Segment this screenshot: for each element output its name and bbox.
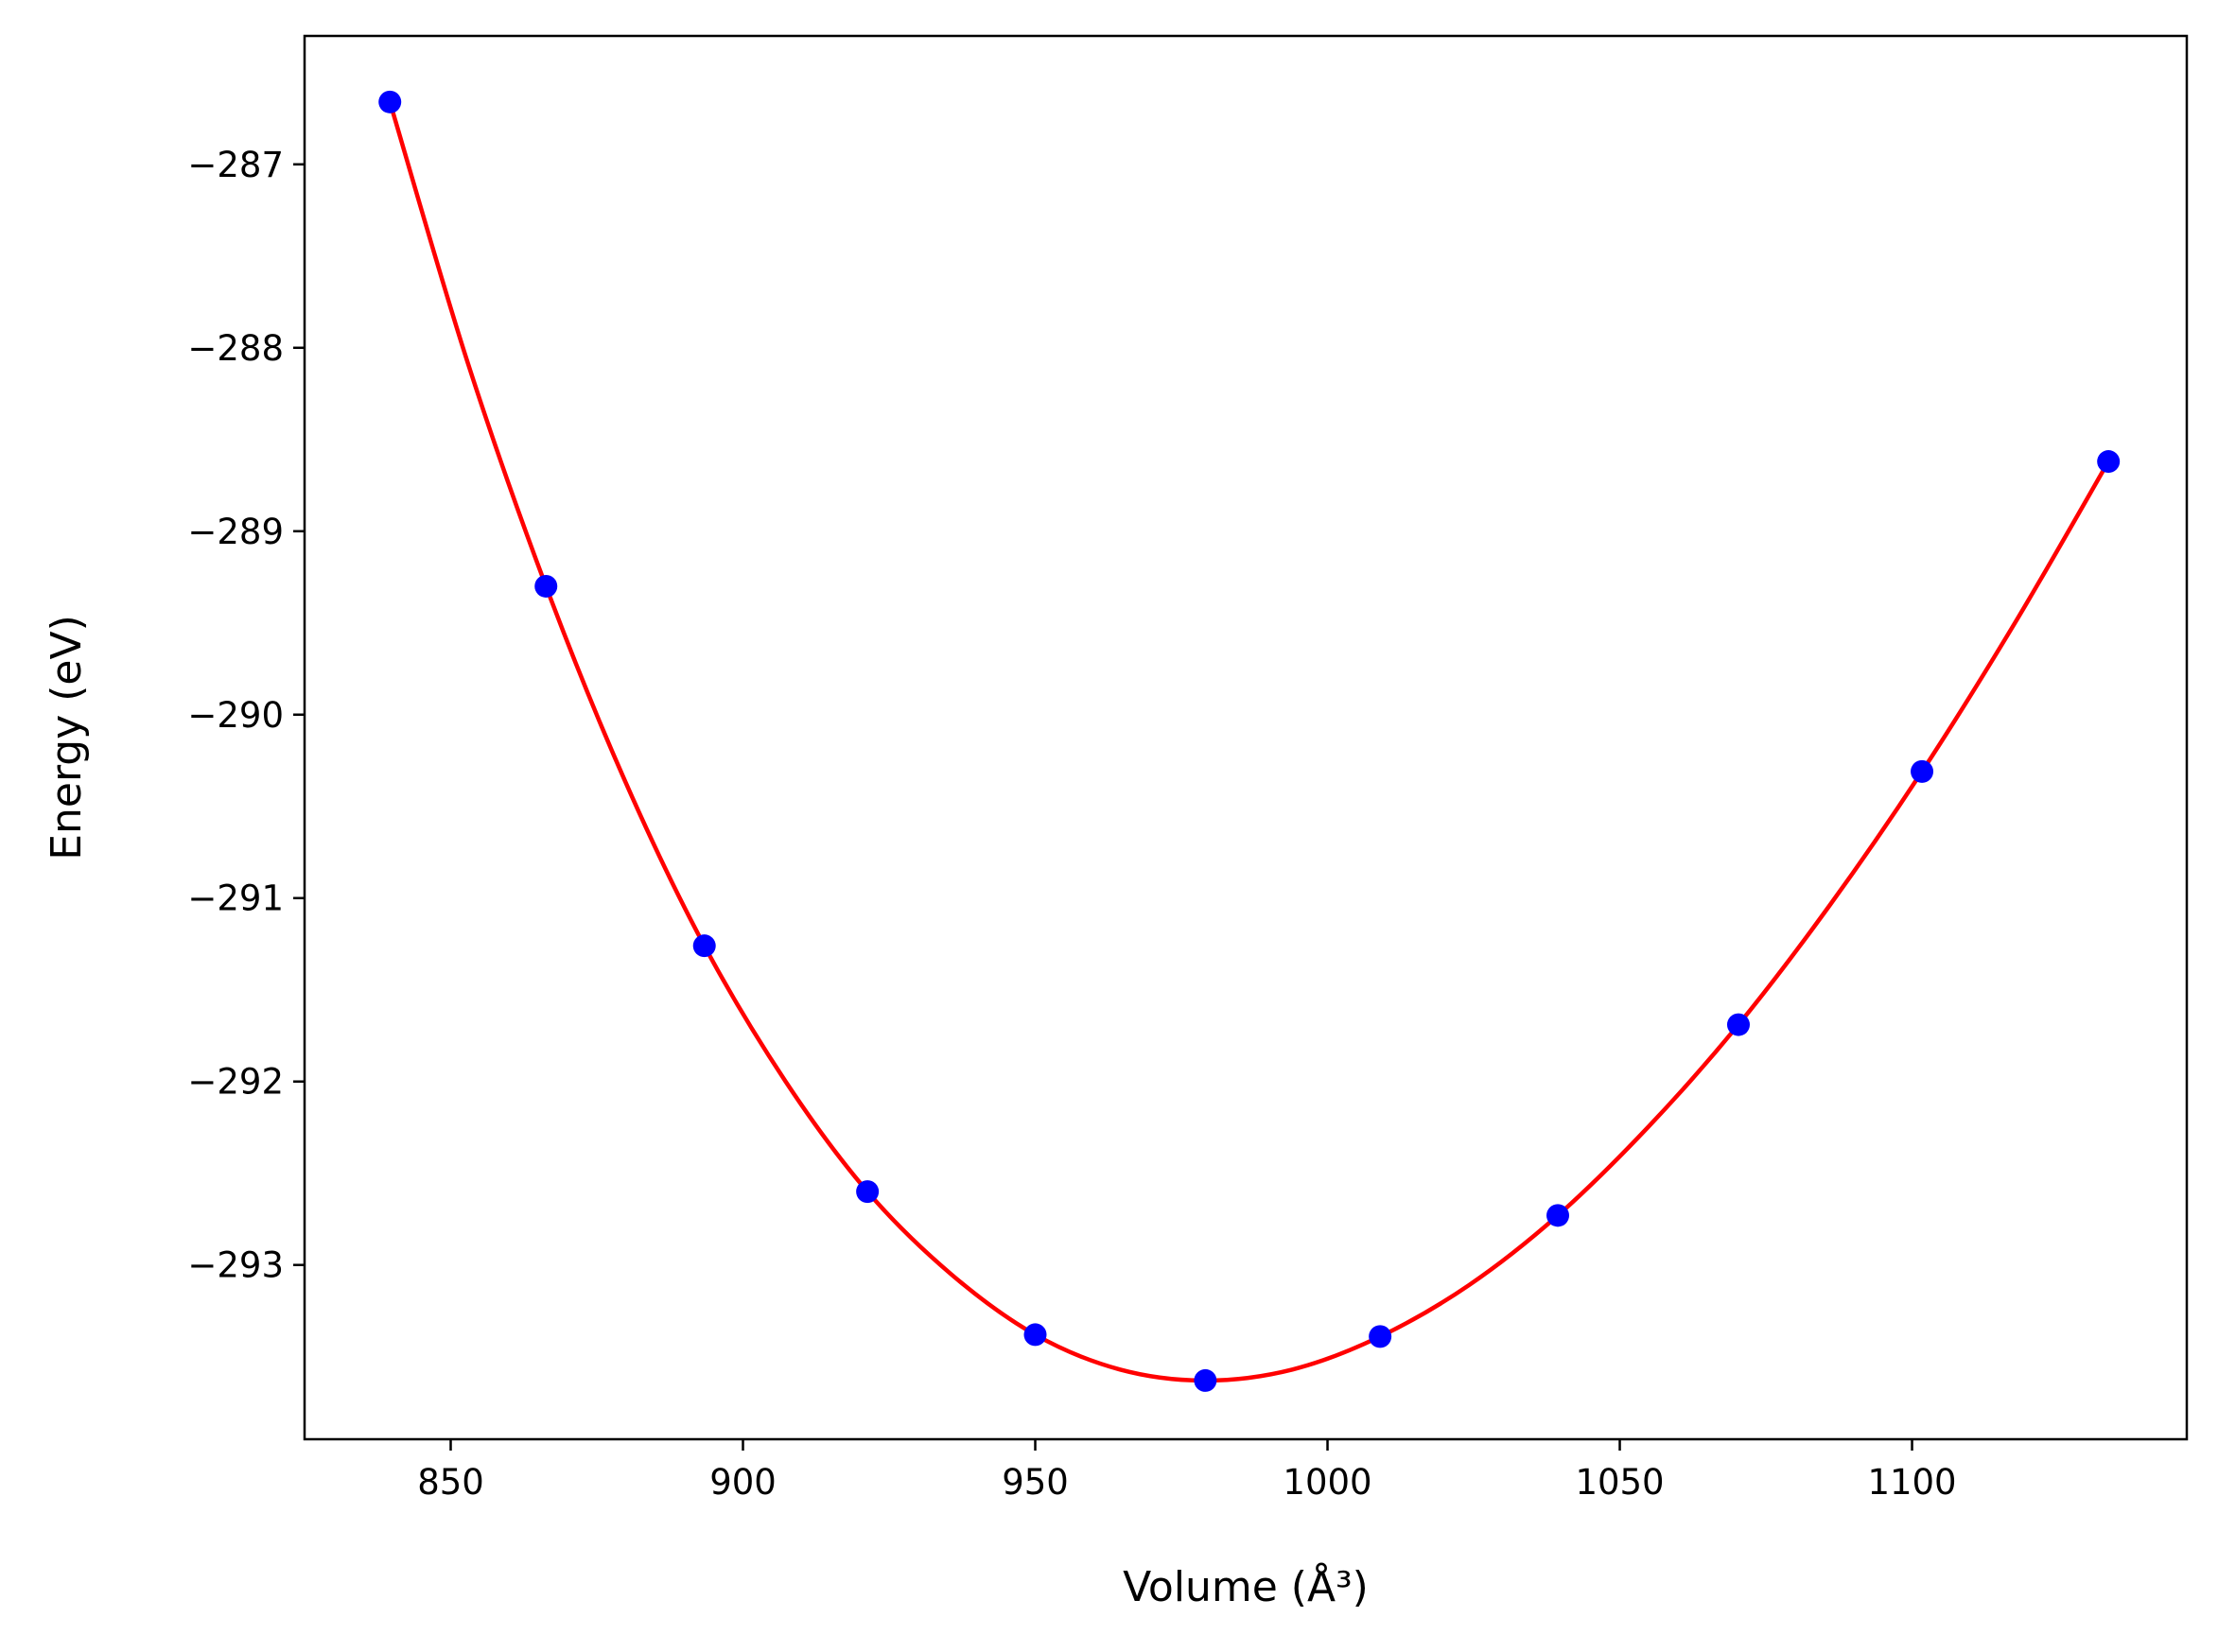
x-axis-label: Volume (Å³) (1123, 1561, 1369, 1611)
y-tick-label: −292 (187, 1062, 284, 1103)
data-point (856, 1180, 880, 1204)
x-tick-label: 1000 (1283, 1462, 1371, 1503)
x-tick-label: 850 (417, 1462, 484, 1503)
fit-curve-layer (388, 101, 2111, 1383)
y-tick-label: −289 (187, 512, 284, 552)
data-point (1546, 1204, 1570, 1227)
x-tick-label: 1100 (1867, 1462, 1956, 1503)
data-point (1911, 759, 1934, 783)
data-points-layer (378, 90, 2121, 1392)
data-point (378, 90, 402, 113)
x-tick-label: 950 (1002, 1462, 1069, 1503)
data-point (1194, 1368, 1217, 1392)
x-tick-label: 1050 (1575, 1462, 1664, 1503)
plot-frame (303, 34, 2189, 1441)
y-axis-ticks: −287 −288 −289 −290 −291 −292 −293 (187, 145, 305, 1286)
data-point (1023, 1323, 1047, 1347)
y-tick-label: −290 (187, 695, 284, 736)
data-point (2097, 450, 2121, 474)
y-axis-label: Energy (eV) (43, 615, 91, 861)
data-point (692, 934, 716, 958)
data-point (1369, 1325, 1392, 1348)
fit-curve (388, 101, 2111, 1383)
y-tick-label: −291 (187, 878, 284, 919)
data-point (1726, 1013, 1750, 1036)
y-tick-label: −287 (187, 145, 284, 185)
data-point (534, 574, 558, 598)
y-tick-label: −293 (187, 1245, 284, 1286)
x-axis-ticks: 850 900 950 1000 1050 1100 (417, 1439, 1957, 1503)
y-tick-label: −288 (187, 328, 284, 369)
x-tick-label: 900 (709, 1462, 777, 1503)
